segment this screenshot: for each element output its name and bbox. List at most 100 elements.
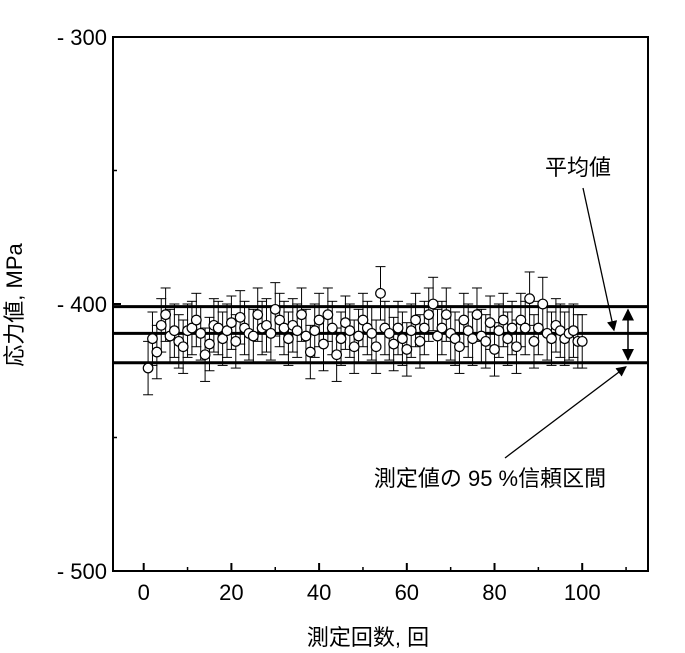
x-tick-label: 100 bbox=[564, 580, 601, 605]
data-point bbox=[247, 330, 259, 342]
data-point bbox=[155, 319, 167, 331]
data-point bbox=[348, 341, 360, 353]
data-point bbox=[388, 338, 400, 350]
y-axis-label: 応力値, MPa bbox=[2, 243, 27, 367]
data-point bbox=[195, 327, 207, 339]
data-point bbox=[265, 327, 277, 339]
data-point bbox=[427, 298, 439, 310]
data-point bbox=[278, 322, 290, 334]
x-tick-label: 0 bbox=[138, 580, 150, 605]
data-point bbox=[326, 322, 338, 334]
data-point bbox=[340, 317, 351, 329]
data-point bbox=[142, 362, 154, 374]
ci-annotation-label: 測定値の 95 %信頼区間 bbox=[374, 466, 606, 491]
data-point bbox=[221, 325, 233, 337]
data-point bbox=[546, 333, 557, 345]
data-point bbox=[296, 309, 307, 321]
data-point bbox=[309, 325, 321, 337]
data-point bbox=[261, 319, 272, 331]
y-tick-label: - 400 bbox=[57, 292, 107, 317]
data-point bbox=[480, 335, 492, 347]
data-point bbox=[304, 346, 316, 358]
data-point bbox=[322, 309, 334, 321]
data-point bbox=[515, 314, 527, 326]
y-tick-label: - 500 bbox=[57, 559, 107, 584]
data-point bbox=[502, 333, 514, 345]
data-point bbox=[252, 309, 264, 321]
data-point bbox=[414, 335, 426, 347]
data-point bbox=[568, 325, 579, 337]
data-point bbox=[168, 325, 180, 337]
data-point bbox=[234, 311, 246, 323]
data-point bbox=[401, 343, 413, 355]
data-point bbox=[274, 314, 286, 326]
data-point bbox=[484, 317, 496, 329]
x-tick-label: 20 bbox=[219, 580, 243, 605]
data-point bbox=[410, 314, 421, 326]
data-point bbox=[497, 314, 509, 326]
data-point bbox=[418, 322, 430, 334]
data-point bbox=[283, 333, 294, 345]
data-point bbox=[493, 325, 505, 337]
data-point bbox=[397, 333, 408, 345]
x-axis-label: 測定回数, 回 bbox=[307, 625, 429, 650]
data-point bbox=[357, 314, 369, 326]
data-point bbox=[186, 322, 198, 334]
data-point bbox=[204, 338, 215, 350]
data-point bbox=[576, 335, 588, 347]
data-point bbox=[160, 309, 172, 321]
data-point bbox=[519, 322, 531, 334]
data-point bbox=[366, 327, 378, 339]
data-point bbox=[383, 327, 395, 339]
data-point bbox=[524, 293, 535, 305]
data-point bbox=[392, 322, 404, 334]
x-tick-label: 80 bbox=[482, 580, 506, 605]
data-point bbox=[291, 325, 303, 337]
data-point bbox=[230, 335, 242, 347]
data-point bbox=[458, 314, 470, 326]
data-point bbox=[190, 314, 202, 326]
axes: 0 20 40 60 80 100 - 300 - 400 - 500 bbox=[57, 25, 649, 605]
data-point bbox=[449, 333, 461, 345]
ci-annotation-arrow bbox=[504, 366, 627, 459]
data-point bbox=[313, 314, 325, 326]
data-point bbox=[423, 309, 435, 321]
data-point bbox=[370, 341, 382, 353]
data-points bbox=[142, 287, 588, 374]
data-point bbox=[467, 333, 478, 345]
data-point bbox=[177, 341, 189, 353]
data-point bbox=[217, 333, 229, 345]
data-point bbox=[212, 322, 224, 334]
data-point bbox=[226, 317, 237, 329]
data-point bbox=[318, 338, 329, 350]
data-point bbox=[489, 343, 500, 355]
data-point bbox=[300, 330, 312, 342]
x-tick-label: 60 bbox=[395, 580, 419, 605]
data-point bbox=[532, 322, 544, 334]
data-point bbox=[436, 322, 448, 334]
mean-annotation-label: 平均値 bbox=[545, 155, 611, 180]
data-point bbox=[440, 309, 452, 321]
x-tick-label: 40 bbox=[307, 580, 331, 605]
data-point bbox=[528, 335, 540, 347]
data-point bbox=[511, 341, 522, 353]
data-point bbox=[151, 346, 163, 358]
mean-annotation-arrow bbox=[582, 187, 618, 332]
data-point bbox=[199, 349, 211, 361]
data-point bbox=[405, 325, 417, 337]
data-point bbox=[269, 303, 281, 315]
data-point bbox=[462, 325, 474, 337]
data-point bbox=[432, 330, 443, 342]
data-point bbox=[147, 333, 158, 345]
data-point bbox=[537, 298, 549, 310]
data-point bbox=[353, 330, 364, 342]
data-point bbox=[454, 341, 465, 353]
data-point bbox=[335, 333, 347, 345]
y-tick-label: - 300 bbox=[57, 25, 107, 50]
data-point bbox=[331, 349, 343, 361]
data-point bbox=[375, 287, 386, 299]
data-point bbox=[506, 322, 518, 334]
data-point bbox=[344, 325, 356, 337]
